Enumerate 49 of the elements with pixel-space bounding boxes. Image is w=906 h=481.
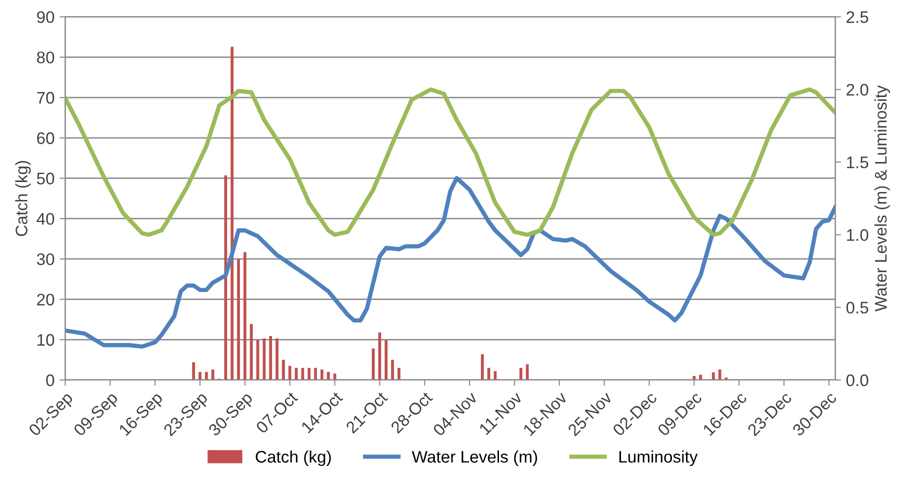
y-tick-label: 50 xyxy=(36,172,54,184)
y2-tick-label: 2.0 xyxy=(846,84,868,96)
y2-axis-title: Water Levels (m) & Luminosity xyxy=(874,85,890,312)
bar xyxy=(224,175,228,380)
bar xyxy=(237,259,240,380)
y2-tick-label: 2.5 xyxy=(846,11,868,24)
y-tick-label: 20 xyxy=(37,294,54,306)
bar xyxy=(718,370,722,380)
y-tick-label: 40 xyxy=(36,212,54,225)
bar xyxy=(320,370,324,380)
y-tick-label: 0 xyxy=(46,374,54,386)
bar xyxy=(198,372,202,380)
bar xyxy=(326,372,330,380)
bar xyxy=(314,368,317,380)
bar xyxy=(308,368,311,380)
y-tick-label: 70 xyxy=(37,92,54,104)
bar xyxy=(230,46,234,380)
y-tick-label: 10 xyxy=(38,334,54,346)
bar xyxy=(712,372,715,380)
y-tick-label: 80 xyxy=(37,52,54,64)
y-tick-label: 30 xyxy=(36,253,54,266)
bar xyxy=(384,340,388,380)
legend-label: Water Levels (m) xyxy=(412,450,538,466)
bar xyxy=(211,370,214,380)
bar xyxy=(301,368,304,380)
y-tick-label: 90 xyxy=(37,11,54,24)
bar xyxy=(243,252,246,380)
bar xyxy=(269,336,272,380)
y-tick-label: 60 xyxy=(37,132,54,144)
legend-label: Luminosity xyxy=(619,450,698,466)
bar xyxy=(398,368,400,380)
y2-tick-label: 1.0 xyxy=(847,229,868,241)
legend-label: Catch (kg) xyxy=(256,450,331,466)
y-axis-title: Catch (kg) xyxy=(15,161,31,236)
bar xyxy=(250,324,253,380)
bar xyxy=(192,362,196,380)
bar xyxy=(282,360,285,380)
y2-tick-label: 1.5 xyxy=(847,156,868,168)
bar xyxy=(519,368,522,380)
bar xyxy=(262,338,266,380)
bar xyxy=(276,338,278,380)
bar xyxy=(378,332,382,380)
bar xyxy=(288,366,292,380)
bar xyxy=(480,354,484,380)
bar xyxy=(204,372,208,380)
y2-tick-label: 0.0 xyxy=(846,374,868,386)
bar xyxy=(699,374,702,380)
y2-tick-label: 0.5 xyxy=(846,302,868,314)
bar xyxy=(391,360,394,380)
